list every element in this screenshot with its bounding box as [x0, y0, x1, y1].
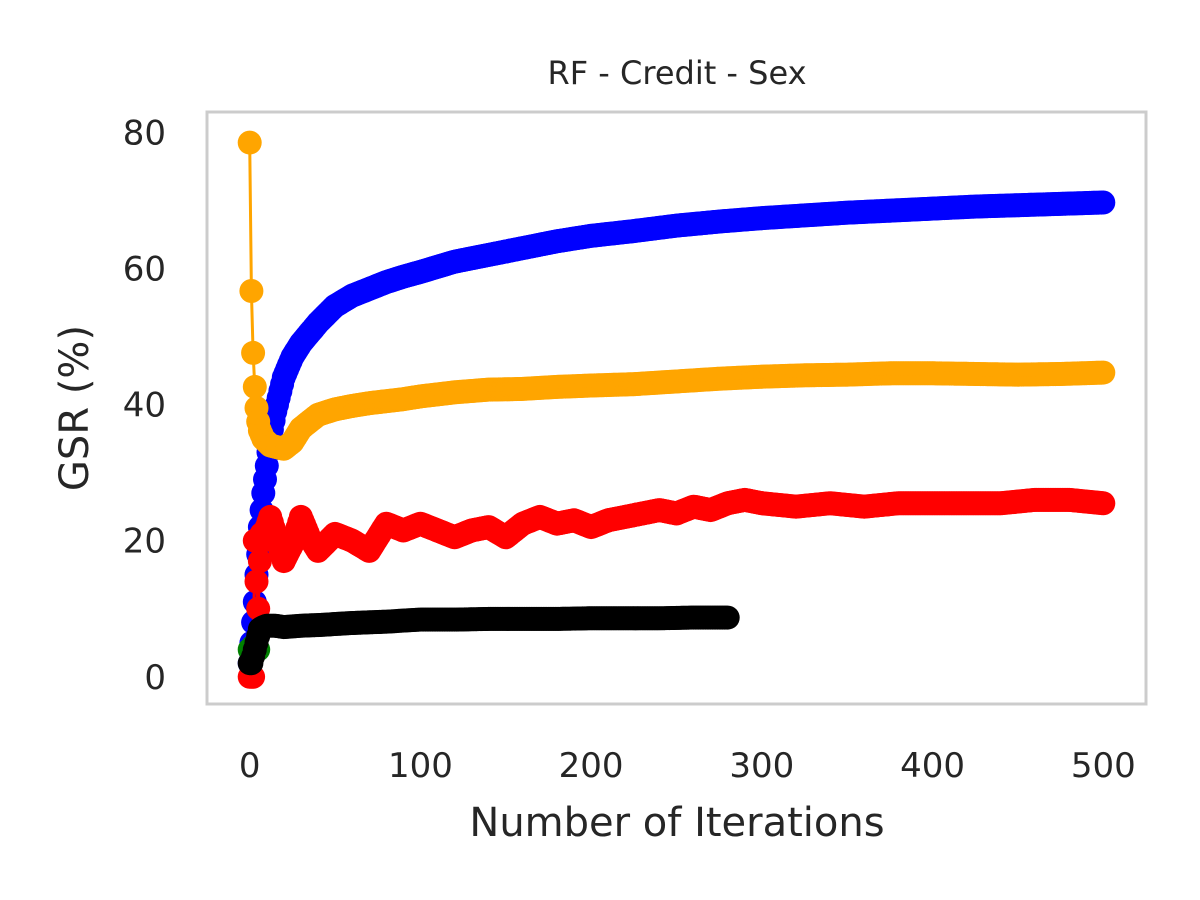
series-5: [237, 605, 740, 676]
series-3-point: [244, 569, 269, 594]
series-3-point: [1091, 491, 1116, 516]
x-tick-labels: 0 100 200 300 400 500: [239, 746, 1136, 786]
y-axis-label: GSR (%): [52, 325, 98, 491]
x-tick-label: 300: [729, 746, 794, 786]
y-tick-label: 40: [123, 386, 166, 426]
series-3: [237, 487, 1116, 689]
x-tick-label: 400: [900, 746, 965, 786]
series-2-point: [1091, 360, 1116, 385]
y-tick-label: 60: [123, 250, 166, 290]
y-tick-labels: 0 20 40 60 80: [123, 113, 166, 697]
series-2-point: [242, 374, 267, 399]
y-tick-label: 80: [123, 113, 166, 153]
y-tick-label: 0: [144, 658, 166, 698]
x-axis-label: Number of Iterations: [469, 800, 884, 846]
x-tick-label: 200: [559, 746, 624, 786]
series-1-point: [1091, 190, 1116, 215]
data-marks: [237, 130, 1116, 689]
series-2-point: [241, 340, 266, 365]
chart-title: RF - Credit - Sex: [547, 54, 806, 92]
series-2-point: [237, 130, 262, 155]
x-tick-label: 500: [1071, 746, 1136, 786]
y-tick-label: 20: [123, 522, 166, 562]
series-1: [237, 190, 1116, 676]
series-3-point: [247, 549, 272, 574]
series-2-point: [239, 279, 264, 303]
x-tick-label: 0: [239, 746, 261, 786]
x-tick-label: 100: [388, 746, 453, 786]
series-5-point: [715, 605, 740, 630]
series-2: [237, 130, 1116, 461]
